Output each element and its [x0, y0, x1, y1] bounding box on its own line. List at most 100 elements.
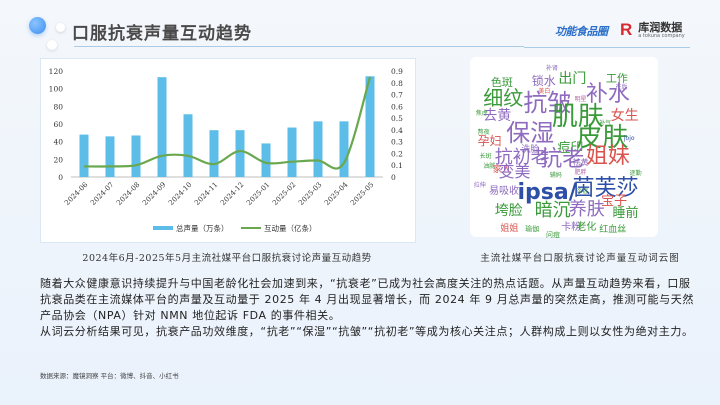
right-axis-tick: 0 [391, 173, 396, 182]
word-cloud-term: 油腻 [483, 163, 496, 171]
volume-bar [261, 143, 271, 177]
analysis-text: 随着大众健康意识持续提升与中国老龄化社会加速到来，“抗衰老”已成为社会高度关注的… [40, 276, 700, 340]
word-cloud-term: 暗沉 [534, 200, 571, 222]
word-cloud-term: 洗脸 [521, 144, 540, 155]
left-axis-tick: 120 [49, 67, 64, 76]
logo1-text: 功能食品圈 [555, 25, 608, 38]
kurun-data-logo: R 库润数据 a tokuna company [620, 20, 685, 40]
right-axis-tick: 0.3 [391, 138, 403, 147]
word-cloud-term: 肌肤 [551, 102, 604, 133]
decorative-blue-ball-icon [29, 17, 46, 34]
word-cloud-term: 女生 [610, 108, 639, 125]
volume-bar [365, 76, 375, 177]
word-cloud-term: 长斑 [479, 153, 492, 161]
page-header: 口服抗衰声量互动趋势 功能食品圈 R 库润数据 a tokuna company [0, 0, 720, 55]
analysis-paragraph-1: 随着大众健康意识持续提升与中国老龄化社会加速到来，“抗衰老”已成为社会高度关注的… [40, 277, 694, 322]
word-cloud-term: 卡粉 [561, 221, 582, 233]
analysis-paragraph-2: 从词云分析结果可见，抗衰产品功效维度，“抗老”“保湿”“抗皱”“抗初老”等成为核… [40, 325, 694, 338]
legend-interaction-label: 互动量（亿条） [264, 223, 317, 233]
right-axis-tick: 0.9 [391, 67, 403, 76]
word-cloud-term: 明星 [574, 96, 587, 104]
x-axis-label: 2024-11 [193, 181, 219, 207]
left-axis-tick: 60 [53, 120, 63, 129]
word-cloud-term: 姐妹 [585, 143, 630, 169]
title-divider-right [524, 47, 690, 48]
word-cloud-term: 家人 [492, 165, 511, 176]
trend-chart-card: 0 20 40 60 80 100 120 0 0.1 0.2 0.3 0.4 0.5 0.6 0.7 0.8… [40, 58, 416, 243]
word-cloud-term: 产后 [615, 84, 628, 92]
chart-caption: 2024年6月-2025年5月主流社媒平台口服抗衰讨论声量互动趋势 [82, 253, 372, 264]
functional-food-circle-logo: 功能食品圈 [555, 21, 608, 41]
right-axis-tick: 0.5 [391, 114, 403, 123]
word-cloud-term: ipsa/ [517, 179, 577, 205]
word-cloud-term: 老化 [576, 221, 597, 233]
volume-bar [183, 114, 193, 177]
volume-bar [209, 130, 219, 177]
left-axis-tick: 100 [49, 85, 64, 94]
word-cloud-term: 补气 [599, 120, 612, 128]
trend-chart: 0 20 40 60 80 100 120 0 0.1 0.2 0.3 0.4 0.5 0.6 0.7 0.8… [49, 67, 403, 233]
x-axis-label: 2025-01 [245, 181, 271, 207]
word-cloud-term: 易吸收 [489, 185, 519, 197]
word-cloud-term: 细纹 [483, 85, 524, 110]
word-cloud-term: 宝子 [601, 194, 628, 210]
volume-bar [313, 121, 323, 177]
word-cloud-term: 补肾 [546, 65, 559, 73]
legend-bar-swatch-icon [153, 226, 173, 230]
data-source-note: 数据来源：魔镜洞察 平台：微博、抖音、小红书 [40, 372, 179, 380]
word-cloud-term: 拉伸 [473, 182, 486, 190]
word-cloud-term: 祛黄 [572, 158, 589, 168]
word-cloud-term: 孕妇 [477, 134, 502, 149]
volume-bar [79, 134, 89, 177]
x-axis-label: 2024-09 [141, 181, 167, 207]
word-cloud-term: 瑜伽 [525, 225, 540, 234]
volume-bar [339, 121, 349, 177]
logo2-subtitle: a tokuna company [638, 32, 685, 39]
x-axis-label: 2025-03 [297, 181, 323, 207]
word-cloud-term: 焦虑 [475, 110, 488, 118]
volume-bar [287, 127, 297, 177]
word-cloud-term: 去黄 [483, 108, 512, 125]
word-cloud-term: 抗老 [540, 147, 585, 172]
word-cloud-term: 保湿 [506, 119, 555, 148]
volume-bar [131, 135, 141, 177]
right-axis-tick: 0.7 [391, 91, 403, 100]
word-cloud-term: 工作 [605, 72, 628, 86]
right-axis-tick: 0.1 [391, 161, 403, 170]
word-cloud-term: 出门 [558, 70, 587, 87]
title-divider [74, 46, 524, 47]
word-cloud-term: 肥胖 [574, 168, 587, 176]
left-axis-tick: 40 [53, 138, 63, 147]
word-cloud-term: 茵芙莎 [572, 176, 639, 202]
volume-bar [157, 77, 167, 177]
word-cloud-term: 垮脸 [494, 203, 523, 220]
word-cloud-term: 补水 [585, 81, 630, 107]
word-cloud-term: 姐姐 [500, 223, 519, 234]
kurun-r-mark-icon: R [620, 20, 633, 39]
word-cloud-term: 养肤 [568, 198, 605, 220]
x-axis-label: 2025-04 [323, 180, 350, 207]
right-axis-tick: 0.6 [391, 102, 403, 111]
logo2-name: 库润数据 [638, 20, 683, 34]
word-cloud-term: 抗初老 [494, 147, 549, 168]
x-axis-label: 2024-10 [167, 181, 193, 207]
word-cloud-term: 问痘 [546, 230, 560, 239]
decorative-white-ball-icon [56, 23, 65, 32]
right-axis-tick: 0.4 [391, 126, 403, 135]
x-axis-label: 2024-08 [115, 181, 141, 207]
word-cloud-term: 炎症 [576, 187, 589, 195]
word-cloud-term: 辅妈 [549, 172, 562, 180]
legend-volume-label: 总声量（万条） [176, 223, 229, 233]
left-axis-tick: 80 [53, 102, 63, 111]
word-cloud-term: 逐勤 [629, 170, 642, 178]
page-title: 口服抗衰声量互动趋势 [72, 24, 252, 44]
interaction-line [83, 76, 372, 170]
left-axis-tick: 20 [53, 155, 63, 164]
right-axis-tick: 0.8 [391, 79, 403, 88]
word-cloud-term: 痘印 [557, 141, 584, 157]
word-cloud-term: 美白 [538, 87, 551, 95]
word-cloud-term: 抗皱 [523, 88, 572, 117]
word-cloud-term: jojo [623, 135, 635, 143]
x-axis-label: 2024-07 [89, 181, 115, 207]
left-axis-tick: 0 [58, 173, 63, 182]
